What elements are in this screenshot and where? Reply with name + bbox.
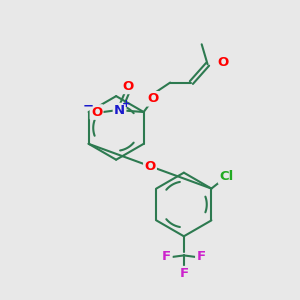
Text: O: O xyxy=(91,106,102,118)
Text: N: N xyxy=(114,104,125,117)
Text: O: O xyxy=(144,160,156,173)
Text: Cl: Cl xyxy=(219,170,233,183)
Text: F: F xyxy=(179,267,188,280)
Text: +: + xyxy=(122,99,130,109)
Text: O: O xyxy=(123,80,134,93)
Text: O: O xyxy=(147,92,158,105)
Text: −: − xyxy=(83,99,94,112)
Text: O: O xyxy=(217,56,229,69)
Text: F: F xyxy=(196,250,206,263)
Text: F: F xyxy=(162,250,171,263)
